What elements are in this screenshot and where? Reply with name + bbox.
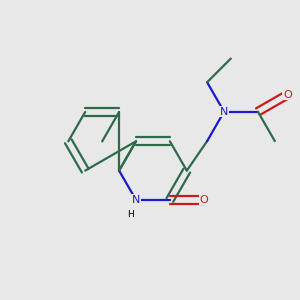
- Text: O: O: [283, 90, 292, 100]
- Text: N: N: [220, 107, 228, 117]
- Text: O: O: [200, 195, 208, 205]
- Text: H: H: [127, 210, 134, 219]
- Text: N: N: [132, 195, 140, 205]
